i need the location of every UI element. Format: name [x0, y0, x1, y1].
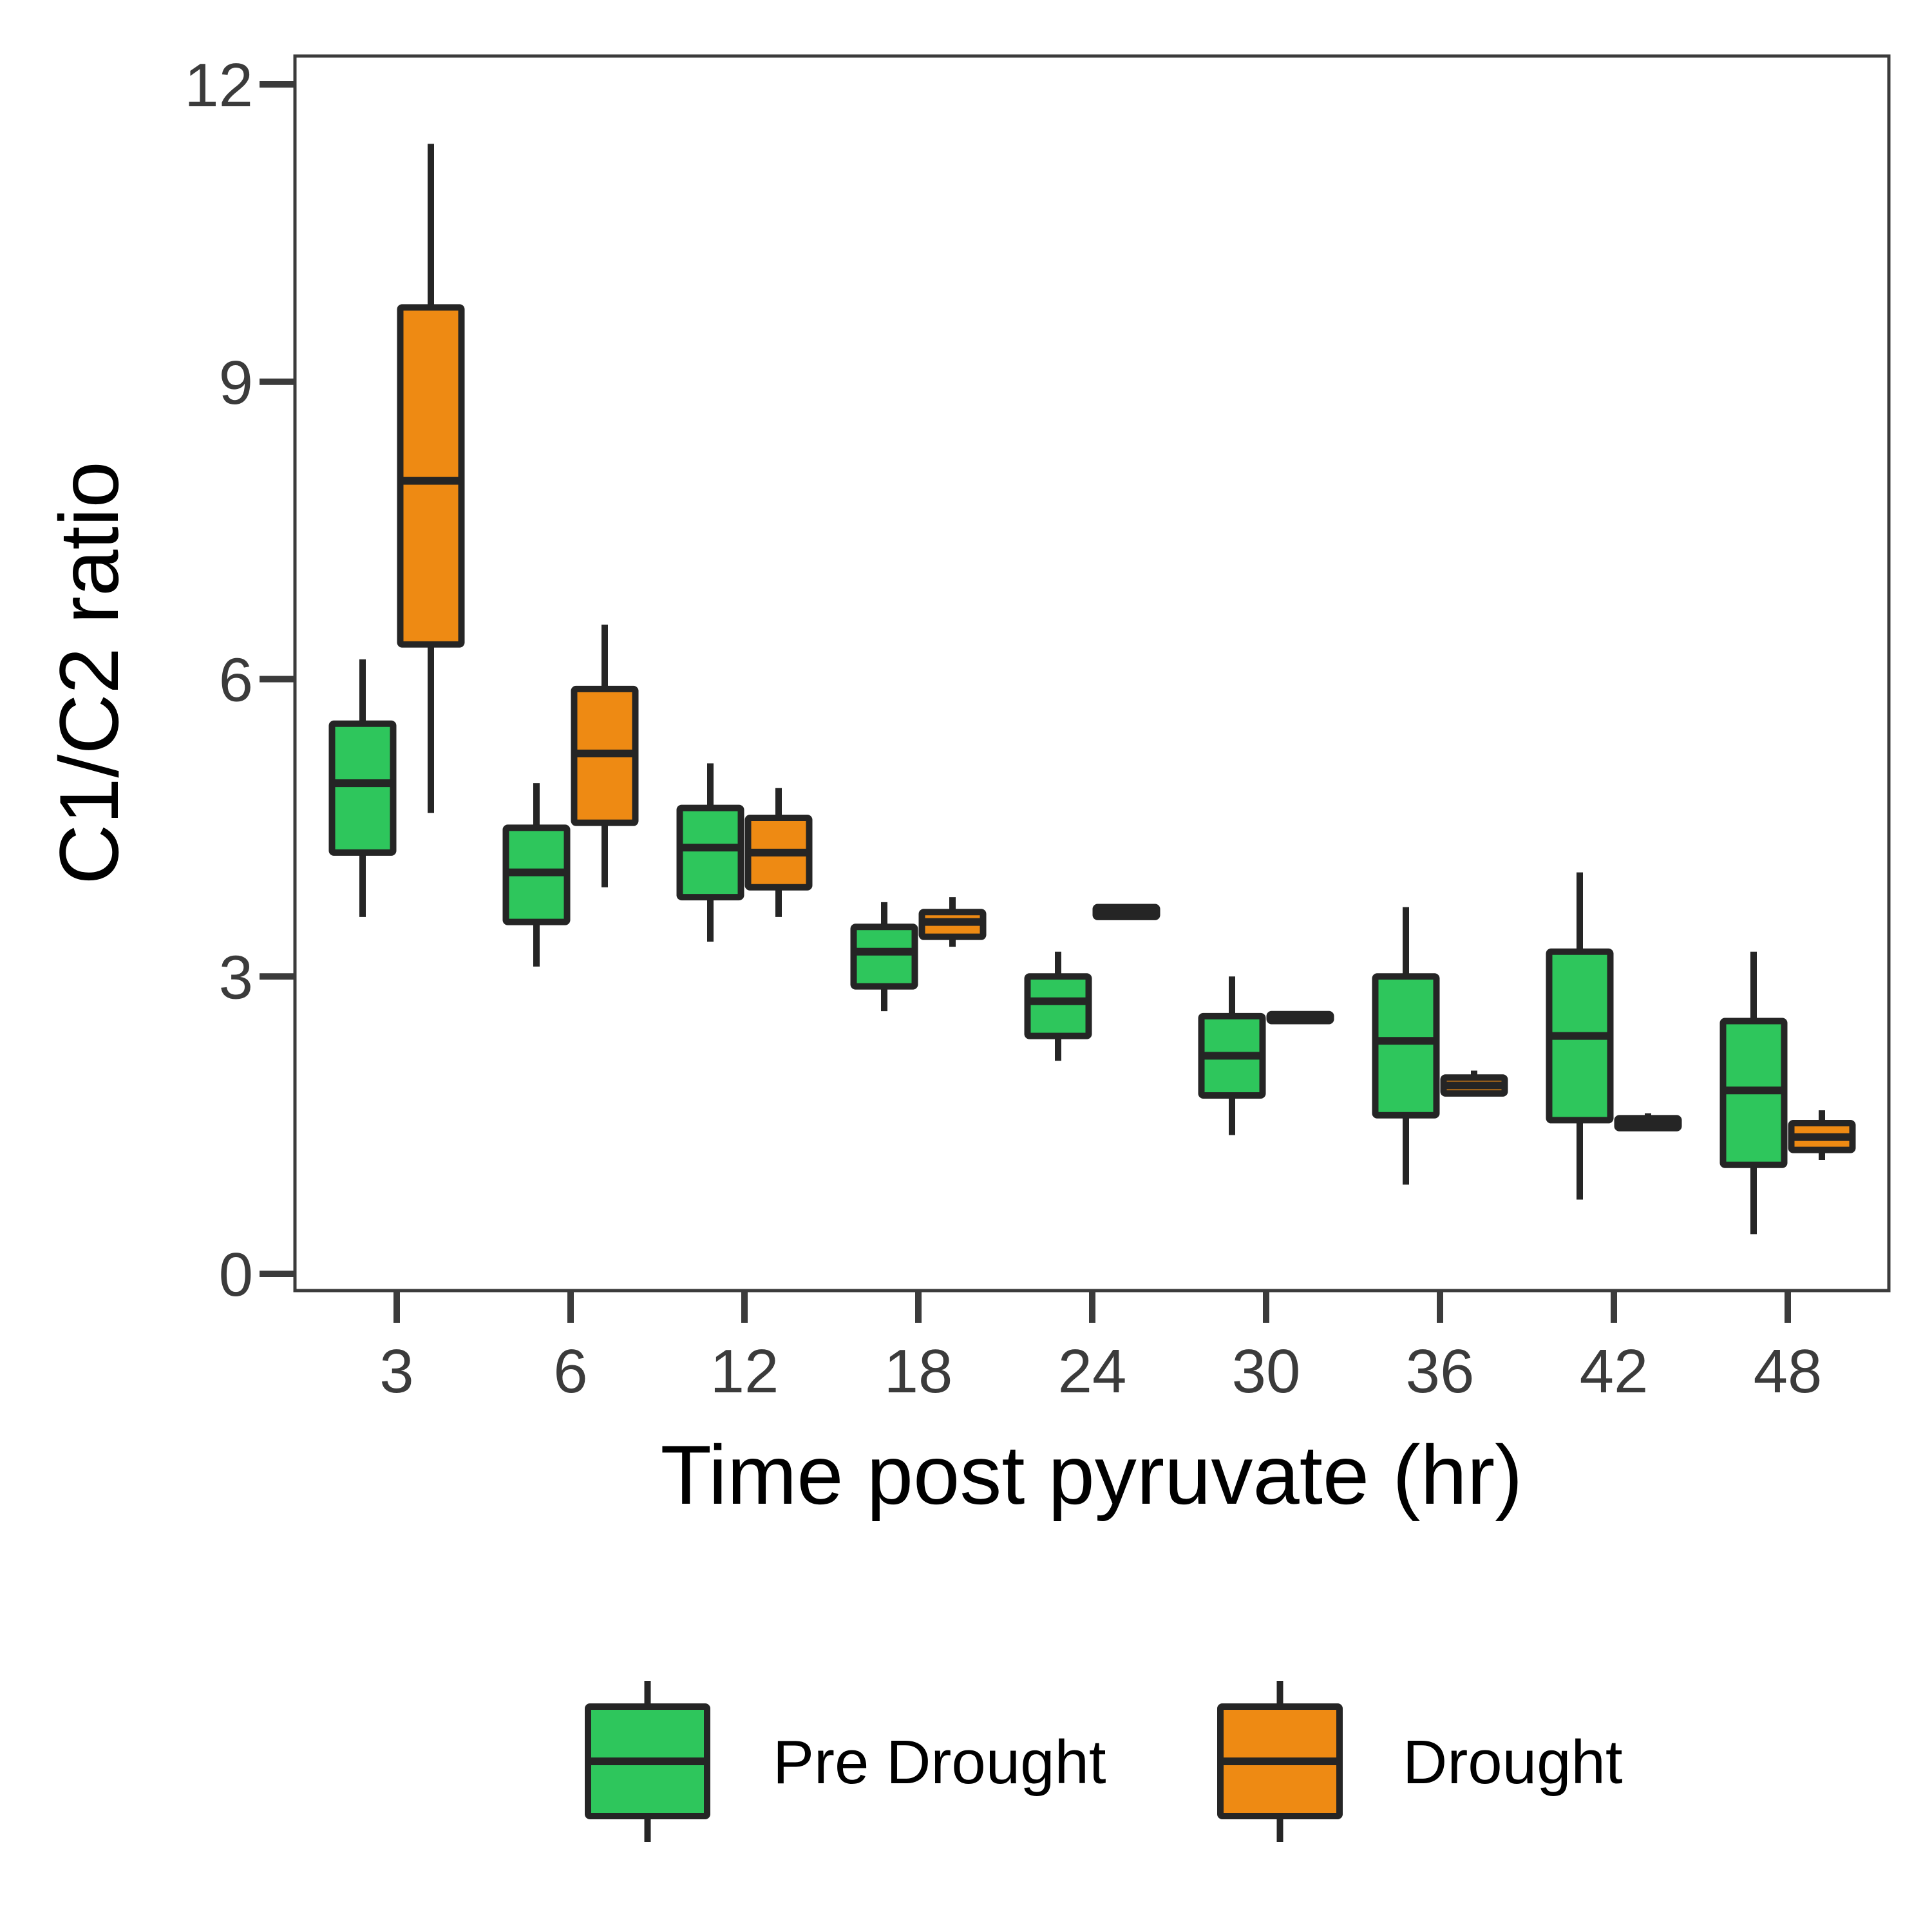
x-tick-label: 36	[1406, 1337, 1475, 1406]
box-pre-drought-24	[1024, 951, 1092, 1061]
box-pre-drought-12	[676, 763, 744, 942]
y-tick-label: 12	[184, 51, 253, 120]
box-drought-24	[1092, 904, 1160, 920]
x-tick-label: 3	[379, 1337, 413, 1406]
y-tick-label: 9	[219, 348, 253, 417]
x-tick-label: 42	[1580, 1337, 1649, 1406]
box-drought-48	[1788, 1110, 1856, 1160]
box-drought-12	[744, 788, 813, 917]
box-body	[1024, 973, 1092, 1039]
y-tick-label: 3	[219, 943, 253, 1012]
box-drought-30	[1266, 1010, 1334, 1025]
box-drought-18	[918, 897, 987, 947]
box-body	[1372, 973, 1440, 1119]
legend: Pre Drought Drought	[585, 1681, 1623, 1842]
box-body	[676, 804, 744, 901]
x-tick-label: 6	[553, 1337, 587, 1406]
box-drought-42	[1614, 1113, 1682, 1132]
x-tick-label: 12	[710, 1337, 779, 1406]
x-tick-label: 48	[1754, 1337, 1823, 1406]
box-drought-3	[397, 144, 465, 813]
box-body	[328, 720, 397, 856]
y-axis: 0 3 6 9 12	[184, 51, 295, 1309]
box-group	[328, 144, 1856, 1235]
box-drought-6	[571, 624, 639, 887]
legend-label: Pre Drought	[773, 1728, 1106, 1797]
legend-label: Drought	[1403, 1728, 1623, 1797]
box-pre-drought-48	[1719, 951, 1788, 1235]
y-tick-label: 0	[219, 1240, 253, 1309]
box-pre-drought-30	[1198, 976, 1266, 1135]
box-pre-drought-36	[1372, 907, 1440, 1185]
x-tick-label: 24	[1058, 1337, 1127, 1406]
box-pre-drought-3	[328, 659, 397, 917]
box-pre-drought-42	[1546, 872, 1614, 1200]
x-tick-label: 30	[1232, 1337, 1301, 1406]
x-axis: 3 6 12 18 24 30 36 42 48	[379, 1291, 1822, 1406]
y-tick-label: 6	[219, 646, 253, 715]
box-body	[397, 304, 465, 648]
x-tick-label: 18	[884, 1337, 953, 1406]
box-body	[850, 923, 918, 990]
legend-item-drought: Drought	[1217, 1681, 1623, 1842]
box-drought-36	[1440, 1070, 1508, 1097]
legend-item-pre-drought: Pre Drought	[585, 1681, 1106, 1842]
box-pre-drought-6	[502, 783, 571, 967]
plot-frame	[293, 54, 1891, 1293]
box-pre-drought-18	[850, 902, 918, 1012]
x-axis-title: Time post pyruvate (hr)	[661, 1428, 1523, 1522]
y-axis-title: C1/C2 ratio	[42, 461, 136, 885]
